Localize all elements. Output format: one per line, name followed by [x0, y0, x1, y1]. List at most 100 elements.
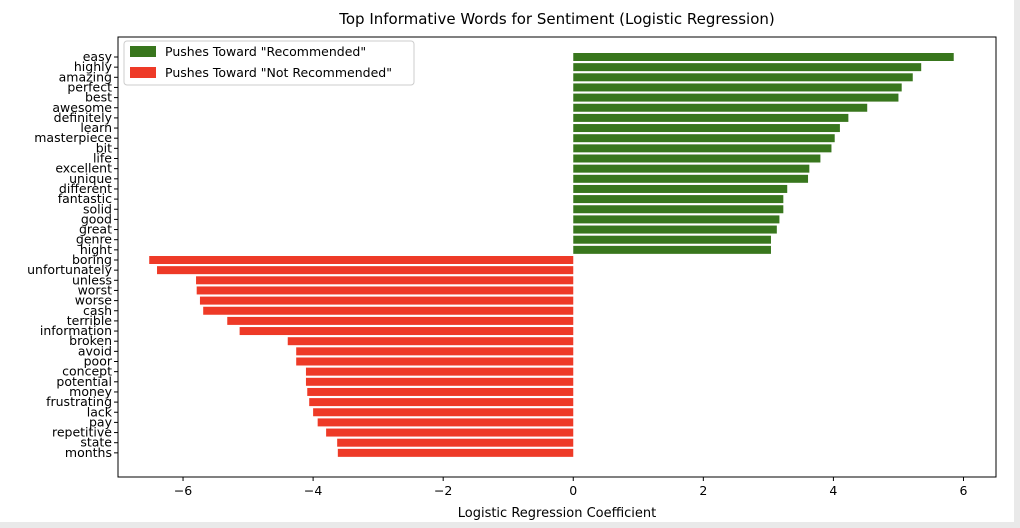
- y-tick-label: great: [79, 222, 112, 237]
- y-tick-label: information: [40, 323, 112, 338]
- y-tick-label: hight: [80, 242, 112, 257]
- y-tick-label: worse: [75, 293, 113, 308]
- legend: Pushes Toward "Recommended" Pushes Towar…: [123, 40, 415, 86]
- y-tick-label: cash: [83, 303, 112, 318]
- y-tick-label: unless: [72, 272, 112, 287]
- bar-worst: [196, 286, 574, 295]
- bar-good: [573, 215, 780, 224]
- y-tick-label: lack: [87, 404, 113, 419]
- bar-unless: [196, 276, 574, 285]
- y-tick-label: solid: [83, 201, 112, 216]
- x-tick-label: −4: [304, 483, 322, 498]
- y-tick-label: learn: [80, 120, 112, 135]
- legend-label-recommended: Pushes Toward "Recommended": [165, 44, 366, 59]
- bar-potential: [305, 377, 574, 386]
- bar-terrible: [227, 316, 574, 325]
- bar-excellent: [573, 164, 810, 173]
- bar-state: [337, 438, 574, 447]
- bar-unfortunately: [157, 266, 574, 275]
- y-tick-label: best: [85, 90, 112, 105]
- bar-lack: [313, 408, 574, 417]
- bar-different: [573, 184, 788, 193]
- legend-swatch-not-recommended: [130, 67, 156, 78]
- y-tick-label: pay: [89, 414, 113, 429]
- y-tick-labels: easyhighlyamazingperfectbestawesomedefin…: [27, 49, 118, 460]
- y-tick-label: terrible: [67, 313, 113, 328]
- window-edge-right: [1014, 0, 1020, 528]
- bar-hight: [573, 245, 771, 254]
- legend-box: [123, 40, 415, 86]
- bar-fantastic: [573, 195, 784, 204]
- legend-label-not-recommended: Pushes Toward "Not Recommended": [165, 65, 392, 80]
- bar-unique: [573, 174, 809, 183]
- y-tick-label: avoid: [78, 343, 112, 358]
- bar-poor: [296, 357, 574, 366]
- bar-solid: [573, 205, 784, 214]
- legend-swatch-recommended: [130, 46, 156, 57]
- x-axis-label: Logistic Regression Coefficient: [458, 506, 657, 521]
- y-tick-label: bit: [96, 140, 112, 155]
- y-tick-label: masterpiece: [34, 130, 112, 145]
- bar-avoid: [296, 347, 574, 356]
- y-tick-label: perfect: [67, 79, 112, 94]
- y-tick-label: repetitive: [52, 425, 112, 440]
- x-tick-label: −2: [434, 483, 452, 498]
- x-tick-labels: −6 −4 −2 0 2 4 6: [174, 477, 968, 498]
- y-tick-label: frustrating: [46, 394, 112, 409]
- bar-definitely: [573, 113, 849, 122]
- bars-layer: [149, 53, 954, 457]
- bar-months: [337, 448, 574, 457]
- x-tick-label: 4: [829, 483, 837, 498]
- x-tick-label: 6: [960, 483, 968, 498]
- bar-highly: [573, 63, 922, 72]
- y-tick-label: definitely: [54, 110, 113, 125]
- y-tick-label: highly: [74, 59, 113, 74]
- bar-learn: [573, 124, 840, 133]
- bar-perfect: [573, 83, 902, 92]
- bar-broken: [287, 337, 574, 346]
- y-tick-label: good: [81, 211, 112, 226]
- y-tick-label: different: [59, 181, 112, 196]
- bar-awesome: [573, 103, 868, 112]
- y-tick-label: worst: [78, 282, 113, 297]
- plot-frame: [117, 36, 997, 478]
- bar-great: [573, 225, 777, 234]
- bar-repetitive: [326, 428, 574, 437]
- y-tick-label: excellent: [55, 161, 112, 176]
- bar-concept: [305, 367, 574, 376]
- window-edge-bottom: [0, 522, 1020, 528]
- bar-information: [239, 327, 574, 336]
- bar-easy: [573, 53, 954, 61]
- y-tick-label: unfortunately: [27, 262, 113, 277]
- bar-cash: [203, 306, 574, 315]
- y-tick-label: boring: [72, 252, 112, 267]
- bar-bit: [573, 144, 832, 153]
- bar-pay: [317, 418, 574, 427]
- bar-boring: [149, 256, 574, 264]
- bar-money: [307, 387, 574, 396]
- bar-amazing: [573, 73, 913, 82]
- chart-title: Top Informative Words for Sentiment (Log…: [338, 10, 775, 28]
- y-tick-label: easy: [83, 49, 113, 64]
- y-tick-label: fantastic: [58, 191, 112, 206]
- y-tick-label: unique: [69, 171, 112, 186]
- bar-genre: [573, 235, 771, 244]
- x-tick-label: 2: [699, 483, 707, 498]
- y-tick-label: potential: [56, 374, 112, 389]
- y-tick-label: poor: [84, 354, 113, 369]
- x-tick-label: −6: [174, 483, 192, 498]
- bar-frustrating: [309, 398, 574, 407]
- y-tick-label: money: [69, 384, 112, 399]
- y-tick-label: awesome: [52, 100, 112, 115]
- x-tick-label: 0: [569, 483, 577, 498]
- bar-best: [573, 93, 899, 102]
- bar-worse: [199, 296, 574, 305]
- y-tick-label: state: [80, 435, 112, 450]
- y-tick-label: concept: [62, 364, 112, 379]
- bar-life: [573, 154, 821, 163]
- y-tick-label: life: [93, 151, 112, 166]
- y-tick-label: broken: [69, 333, 112, 348]
- y-tick-label: genre: [76, 232, 112, 247]
